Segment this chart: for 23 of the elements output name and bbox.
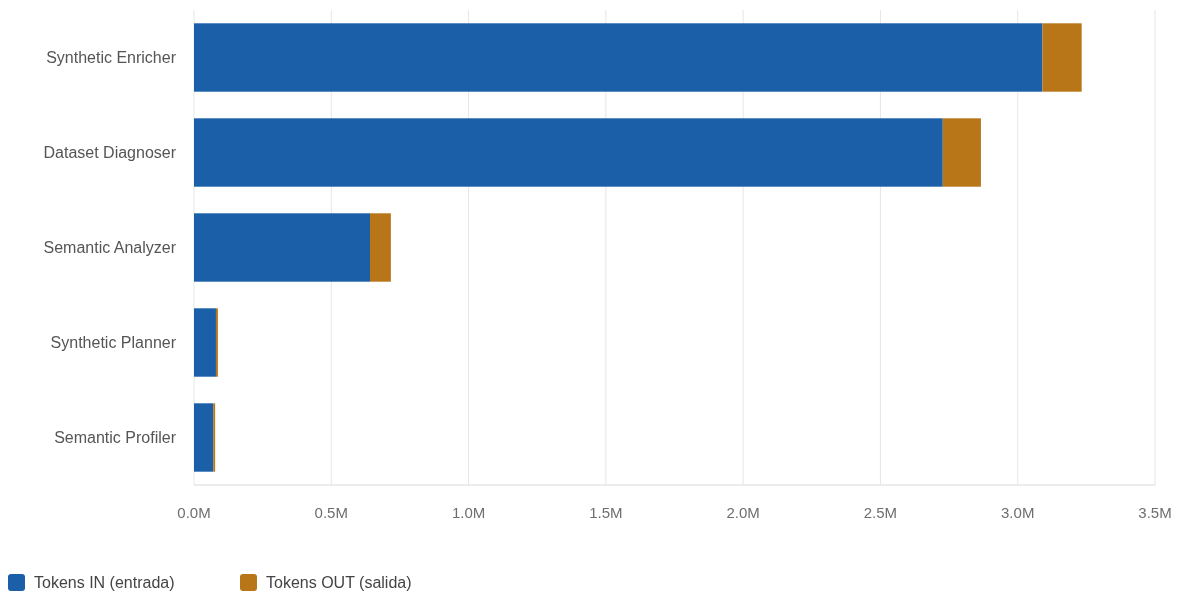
y-tick-label: Semantic Analyzer — [43, 239, 177, 257]
bar — [194, 403, 214, 472]
x-tick-label: 1.0M — [451, 504, 486, 521]
bar — [194, 308, 216, 377]
x-tick-label: 1.5M — [589, 504, 623, 521]
x-tick-label: 3.0M — [1001, 504, 1035, 521]
y-tick-label: Synthetic Planner — [50, 334, 177, 352]
y-tick-label: Dataset Diagnoser — [43, 144, 177, 162]
x-tick-label: 0.0M — [177, 504, 211, 521]
x-tick-label: 0.5M — [314, 504, 348, 521]
bar — [194, 213, 370, 282]
bar — [942, 118, 981, 187]
x-tick-label: 2.5M — [863, 504, 898, 521]
bar — [194, 23, 1043, 92]
legend-label: Tokens IN (entrada) — [34, 574, 175, 591]
x-tick-label: 3.5M — [1138, 504, 1172, 521]
bar — [370, 213, 391, 282]
y-tick-label: Semantic Profiler — [54, 429, 177, 447]
bar — [194, 118, 943, 187]
x-tick-label: 2.0M — [726, 504, 760, 521]
bar — [1042, 23, 1082, 92]
y-tick-label: Synthetic Enricher — [46, 49, 177, 67]
legend-label: Tokens OUT (salida) — [266, 574, 412, 591]
